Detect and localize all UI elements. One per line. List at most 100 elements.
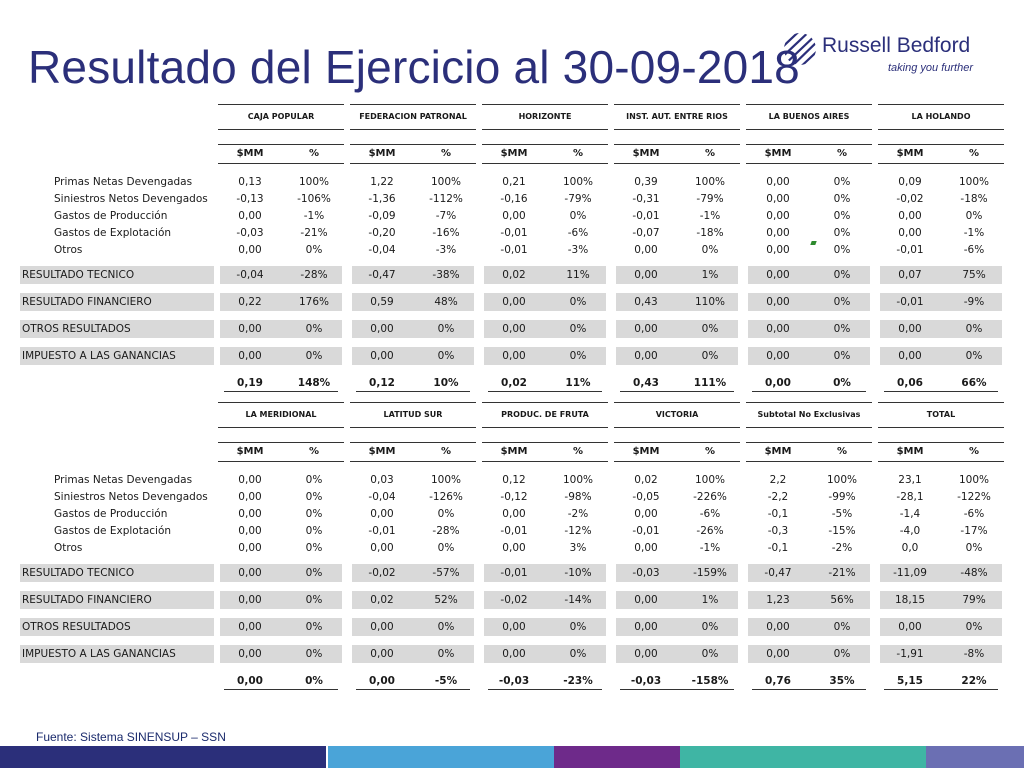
unit-percent-header: % bbox=[440, 148, 452, 159]
table-cell: 0,00 bbox=[502, 621, 526, 633]
table-cell: 0% bbox=[305, 474, 323, 486]
company-header: FEDERACION PATRONAL bbox=[350, 104, 476, 130]
table-cell: -122% bbox=[957, 491, 991, 503]
row-label: Gastos de Explotación bbox=[54, 525, 172, 537]
table-cell: 0,59 bbox=[370, 296, 394, 308]
table-cell: 176% bbox=[298, 296, 330, 308]
table-cell: -0,09 bbox=[368, 210, 396, 222]
unit-header: $MM% bbox=[746, 442, 872, 462]
unit-header: $MM% bbox=[878, 442, 1004, 462]
total-underline bbox=[752, 689, 866, 691]
unit-percent-header: % bbox=[968, 148, 980, 159]
table-cell: 0% bbox=[569, 621, 587, 633]
total-cell: 148% bbox=[297, 377, 331, 389]
summary-row: RESULTADO FINANCIERO 0,00 0% 0,02 52% -0,02 -1… bbox=[20, 591, 1012, 609]
table-cell: 0% bbox=[965, 542, 983, 554]
total-underline bbox=[488, 689, 602, 691]
footer-stripe bbox=[554, 746, 680, 768]
table-cell: 0% bbox=[833, 648, 851, 660]
table-cell: -8% bbox=[963, 648, 985, 660]
unit-amount-header: $MM bbox=[368, 446, 396, 457]
table-cell: -0,04 bbox=[368, 244, 396, 256]
table-cell: 0% bbox=[701, 648, 719, 660]
total-cell: 35% bbox=[829, 675, 855, 687]
table-row: Otros 0,00 0% -0,04 -3% -0,01 -3% 0,00 0% 0,00 0% -… bbox=[20, 242, 1012, 258]
table-cell: 0,00 bbox=[766, 176, 790, 188]
table-cell: 0,00 bbox=[502, 542, 526, 554]
total-cell: 0,19 bbox=[237, 377, 263, 389]
table-cell: 0,00 bbox=[766, 244, 790, 256]
summary-row-background bbox=[20, 266, 214, 284]
unit-percent-header: % bbox=[836, 446, 848, 457]
table-row: Primas Netas Devengadas 0,13 100% 1,22 100% 0… bbox=[20, 174, 1012, 190]
source-footer: Fuente: Sistema SINENSUP – SSN bbox=[36, 730, 226, 744]
table-cell: -6% bbox=[699, 508, 721, 520]
table-cell: -0,16 bbox=[500, 193, 528, 205]
table-cell: -0,04 bbox=[368, 491, 396, 503]
table-cell: -21% bbox=[300, 227, 328, 239]
table-cell: 0,21 bbox=[502, 176, 526, 188]
table-cell: 0,00 bbox=[898, 323, 922, 335]
row-label: Siniestros Netos Devengados bbox=[54, 193, 208, 205]
total-row: 0,00 0% 0,00 -5% -0,03 -23% -0,03 -158% 0,76 35% 5… bbox=[20, 673, 1012, 691]
total-cell: 0,02 bbox=[501, 377, 527, 389]
table-cell: 0,00 bbox=[766, 210, 790, 222]
unit-percent-header: % bbox=[308, 446, 320, 457]
table-cell: 100% bbox=[430, 474, 462, 486]
table-cell: 0,02 bbox=[370, 594, 394, 606]
table-cell: -2% bbox=[567, 508, 589, 520]
table-cell: 0% bbox=[437, 621, 455, 633]
table-cell: -0,12 bbox=[500, 491, 528, 503]
table-cell: -0,47 bbox=[368, 269, 396, 281]
unit-amount-header: $MM bbox=[368, 148, 396, 159]
summary-row-background bbox=[484, 320, 606, 338]
table-cell: -99% bbox=[828, 491, 856, 503]
table-cell: 0,09 bbox=[898, 176, 922, 188]
summary-row-background bbox=[220, 564, 342, 582]
summary-row-label: RESULTADO TECNICO bbox=[22, 567, 135, 579]
table-cell: 0,00 bbox=[238, 323, 262, 335]
table-cell: 1,23 bbox=[766, 594, 790, 606]
table-row: Gastos de Producción 0,00 0% 0,00 0% 0,00 -2% 0… bbox=[20, 506, 1012, 522]
table-cell: -0,47 bbox=[764, 567, 792, 579]
table-cell: 0% bbox=[965, 350, 983, 362]
table-cell: -0,03 bbox=[632, 567, 660, 579]
unit-amount-header: $MM bbox=[500, 148, 528, 159]
table-cell: 0% bbox=[305, 648, 323, 660]
unit-percent-header: % bbox=[308, 148, 320, 159]
table-cell: -1,91 bbox=[896, 648, 924, 660]
summary-row-background bbox=[220, 266, 342, 284]
company-header: LATITUD SUR bbox=[350, 402, 476, 428]
table-cell: 0% bbox=[569, 296, 587, 308]
total-cell: 0,76 bbox=[765, 675, 791, 687]
table-cell: -0,02 bbox=[368, 567, 396, 579]
table-cell: 0,00 bbox=[766, 350, 790, 362]
summary-row: RESULTADO TECNICO -0,04 -28% -0,47 -38% 0,02 1… bbox=[20, 266, 1012, 284]
table-cell: 0,00 bbox=[370, 621, 394, 633]
table-cell: -4,0 bbox=[899, 525, 921, 537]
total-underline bbox=[884, 689, 998, 691]
table-cell: 18,15 bbox=[894, 594, 926, 606]
summary-row-background bbox=[220, 347, 342, 365]
table-cell: -12% bbox=[564, 525, 592, 537]
summary-row-background bbox=[616, 266, 738, 284]
unit-amount-header: $MM bbox=[896, 446, 924, 457]
table-cell: 0% bbox=[305, 350, 323, 362]
table-cell: -0,05 bbox=[632, 491, 660, 503]
table-cell: 0% bbox=[305, 244, 323, 256]
summary-row-background bbox=[220, 618, 342, 636]
table-cell: 0% bbox=[569, 350, 587, 362]
summary-row-label: RESULTADO FINANCIERO bbox=[22, 594, 152, 606]
table-cell: 0,00 bbox=[238, 567, 262, 579]
table-cell: 0% bbox=[833, 269, 851, 281]
table-cell: -0,01 bbox=[632, 525, 660, 537]
table-cell: -1,36 bbox=[368, 193, 396, 205]
summary-row-background bbox=[484, 266, 606, 284]
table-cell: -0,01 bbox=[500, 244, 528, 256]
unit-percent-header: % bbox=[572, 148, 584, 159]
table-cell: -79% bbox=[564, 193, 592, 205]
footer-stripe bbox=[0, 746, 326, 768]
summary-row: RESULTADO FINANCIERO 0,22 176% 0,59 48% 0,00 0… bbox=[20, 293, 1012, 311]
total-underline bbox=[224, 391, 338, 393]
table-cell: 0% bbox=[305, 542, 323, 554]
